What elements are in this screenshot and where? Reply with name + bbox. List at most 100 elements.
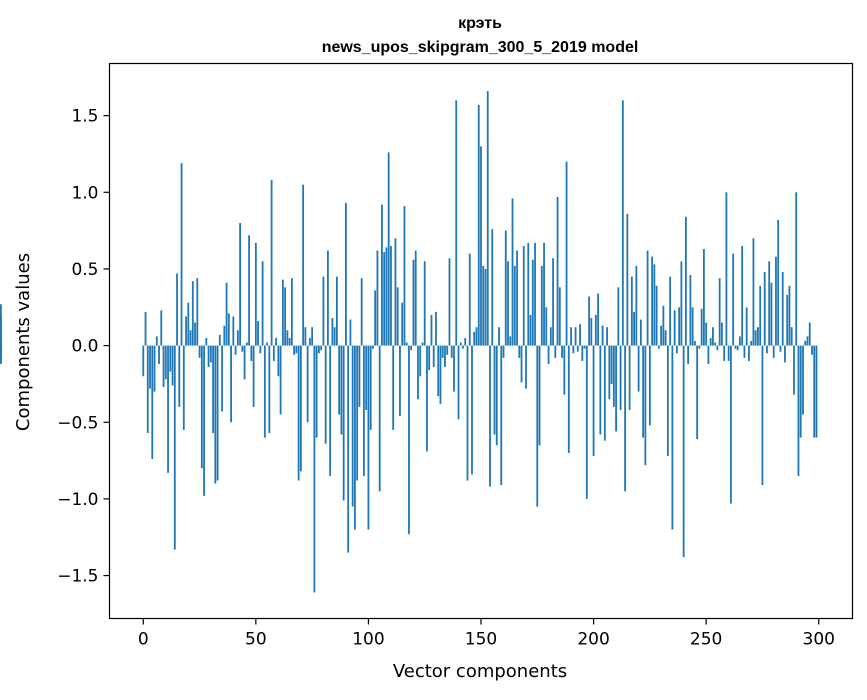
- bar: [779, 345, 782, 352]
- bar: [227, 313, 230, 346]
- bar: [374, 290, 377, 346]
- bar: [378, 345, 381, 492]
- bar: [363, 345, 365, 476]
- bar: [513, 265, 516, 346]
- bar: [293, 345, 296, 355]
- bar: [369, 345, 372, 430]
- bar: [302, 184, 305, 346]
- bar: [675, 345, 678, 354]
- bar: [475, 327, 478, 346]
- bar: [531, 259, 534, 346]
- bar: [437, 345, 440, 397]
- bar: [356, 345, 359, 481]
- bar: [495, 345, 498, 446]
- bar: [594, 314, 597, 346]
- bar: [637, 345, 640, 392]
- chart-subtitle: news_upos_skipgram_300_5_2019 model: [322, 39, 639, 56]
- bar: [567, 345, 570, 453]
- bar: [390, 245, 392, 346]
- bar: [588, 296, 590, 346]
- bar: [642, 345, 645, 438]
- bar: [326, 250, 329, 346]
- bar: [223, 325, 226, 346]
- bar: [617, 287, 620, 346]
- bar: [739, 336, 741, 346]
- bar: [464, 337, 467, 346]
- bar: [509, 336, 512, 346]
- bar: [725, 192, 728, 346]
- bar: [281, 279, 284, 346]
- bar: [489, 345, 491, 487]
- bar: [311, 327, 314, 346]
- bar: [574, 327, 577, 346]
- bar: [741, 245, 744, 346]
- bar: [644, 345, 647, 466]
- bar: [428, 345, 431, 371]
- bar: [221, 345, 223, 412]
- bar: [786, 295, 789, 346]
- bar: [212, 345, 214, 433]
- bar: [261, 261, 264, 346]
- bar: [450, 345, 453, 358]
- bar: [498, 327, 500, 346]
- bar: [745, 307, 748, 346]
- y-tick-label: 0.0: [71, 337, 98, 357]
- bar: [403, 206, 406, 346]
- bar: [705, 322, 708, 346]
- bar: [295, 345, 298, 354]
- bar: [347, 345, 350, 553]
- bar: [207, 345, 210, 368]
- bar: [376, 250, 379, 346]
- bar: [252, 345, 255, 407]
- bar: [257, 321, 260, 346]
- bar: [360, 278, 363, 346]
- bar: [538, 345, 541, 446]
- bar: [173, 345, 176, 550]
- bar: [529, 314, 532, 346]
- bar: [730, 345, 732, 504]
- x-axis-label: Vector components: [393, 661, 567, 682]
- y-tick-label: −0.5: [57, 413, 98, 433]
- bar: [682, 345, 685, 558]
- bar: [797, 345, 800, 476]
- bar: [408, 345, 410, 535]
- bar: [626, 213, 629, 346]
- bar: [286, 330, 289, 346]
- bar: [151, 345, 154, 460]
- x-tick-label: 0: [138, 630, 149, 650]
- bar: [689, 275, 692, 346]
- bar: [245, 342, 248, 346]
- bar: [453, 345, 455, 392]
- bar: [534, 242, 536, 346]
- bar: [601, 325, 604, 346]
- bar: [430, 314, 433, 346]
- bar: [358, 345, 361, 407]
- bar: [225, 282, 228, 346]
- bar: [766, 345, 768, 354]
- bar: [448, 258, 451, 346]
- bar: [381, 204, 383, 346]
- bar: [698, 345, 701, 349]
- y-tick-label: 0.5: [71, 260, 98, 280]
- bar: [752, 238, 755, 346]
- bar: [187, 302, 190, 346]
- bar: [556, 196, 559, 346]
- bar: [399, 345, 401, 417]
- bar: [781, 272, 784, 346]
- bar: [662, 305, 665, 346]
- bar: [279, 345, 282, 415]
- bar: [635, 265, 638, 346]
- bar: [304, 327, 307, 346]
- bar: [666, 345, 669, 456]
- bar: [599, 345, 602, 435]
- bar: [142, 345, 145, 377]
- y-tick-label: −1.5: [57, 567, 98, 587]
- bar: [218, 334, 221, 346]
- bar: [784, 345, 786, 363]
- bar: [714, 342, 717, 346]
- bar: [383, 252, 386, 346]
- bar: [772, 345, 775, 358]
- bar: [284, 287, 287, 346]
- bar: [342, 345, 345, 501]
- bar: [351, 345, 354, 507]
